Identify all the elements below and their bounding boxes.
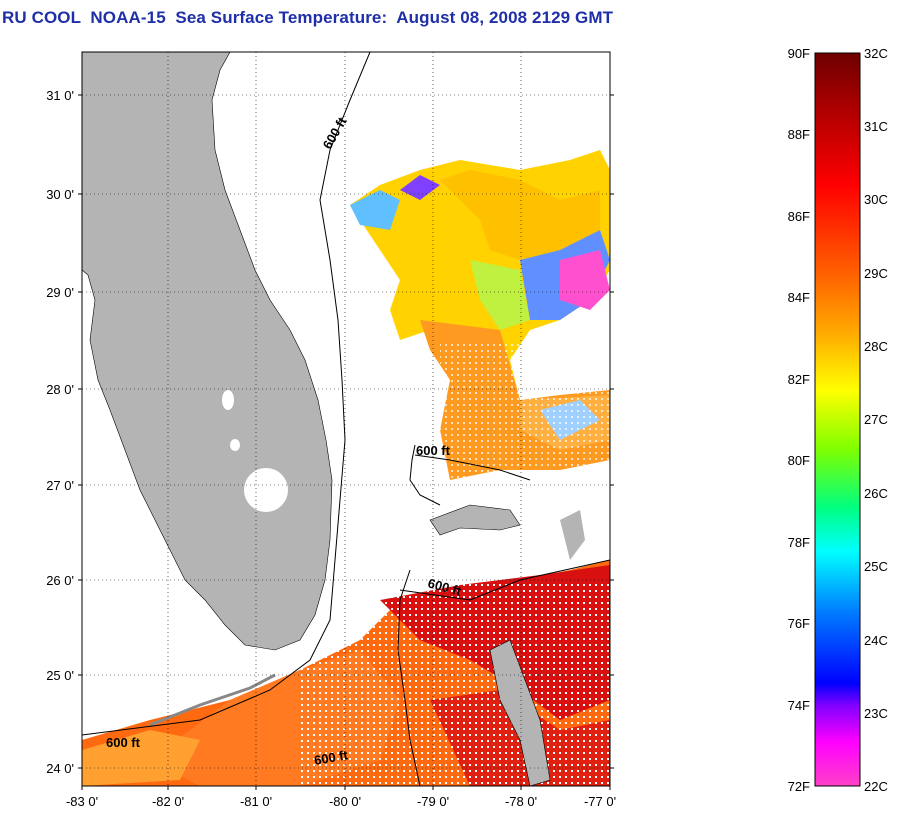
- bahamas-land: [429, 504, 521, 536]
- colorbar-fahrenheit-labels: 90F 88F 86F 84F 82F 80F 78F 76F 74F 72F: [788, 46, 810, 794]
- c-label: 28C: [864, 339, 888, 354]
- axis-ticks: [78, 94, 614, 790]
- cloud-speckle: [300, 340, 610, 786]
- map-content: 600 ft 600 ft 600 ft 600 ft 600 ft: [82, 52, 610, 786]
- lat-label: 31 0': [46, 88, 74, 103]
- c-label: 32C: [864, 46, 888, 61]
- lat-label: 28 0': [46, 382, 74, 397]
- c-label: 31C: [864, 119, 888, 134]
- f-label: 74F: [788, 698, 810, 713]
- lat-label: 29 0': [46, 285, 74, 300]
- f-label: 86F: [788, 209, 810, 224]
- f-label: 76F: [788, 616, 810, 631]
- lat-label: 25 0': [46, 668, 74, 683]
- c-label: 27C: [864, 412, 888, 427]
- f-label: 72F: [788, 779, 810, 794]
- f-label: 82F: [788, 372, 810, 387]
- c-label: 23C: [864, 706, 888, 721]
- c-label: 25C: [864, 559, 888, 574]
- lon-label: -80 0': [329, 794, 361, 809]
- lon-label: -82 0': [152, 794, 184, 809]
- lon-label: -83 0': [66, 794, 98, 809]
- graticule: [82, 52, 610, 786]
- lake-okeechobee: [244, 468, 288, 512]
- lon-label: -79 0': [417, 794, 449, 809]
- lat-label: 26 0': [46, 573, 74, 588]
- contour-label-keys: 600 ft: [106, 735, 141, 750]
- f-label: 88F: [788, 127, 810, 142]
- c-label: 30C: [864, 192, 888, 207]
- colorbar-celsius-labels: 32C 31C 30C 29C 28C 27C 26C 25C 24C 23C …: [864, 46, 888, 794]
- c-label: 22C: [864, 779, 888, 794]
- c-label: 24C: [864, 633, 888, 648]
- contour-label-bahamas: 600 ft: [416, 443, 451, 458]
- colorbar: [814, 52, 861, 787]
- f-label: 84F: [788, 290, 810, 305]
- f-label: 78F: [788, 535, 810, 550]
- contour-label-south: 600 ft: [313, 747, 350, 768]
- lat-label: 24 0': [46, 761, 74, 776]
- map-title: RU COOL NOAA-15 Sea Surface Temperature:…: [2, 8, 614, 27]
- lat-label: 27 0': [46, 478, 74, 493]
- latitude-labels: 31 0' 30 0' 29 0' 28 0' 27 0' 26 0' 25 0…: [46, 88, 74, 776]
- c-label: 26C: [864, 486, 888, 501]
- lon-label: -77 0': [584, 794, 616, 809]
- lon-label: -78 0': [505, 794, 537, 809]
- longitude-labels: -83 0' -82 0' -81 0' -80 0' -79 0' -78 0…: [66, 794, 616, 809]
- f-label: 80F: [788, 453, 810, 468]
- lon-label: -81 0': [240, 794, 272, 809]
- c-label: 29C: [864, 266, 888, 281]
- lat-label: 30 0': [46, 187, 74, 202]
- f-label: 90F: [788, 46, 810, 61]
